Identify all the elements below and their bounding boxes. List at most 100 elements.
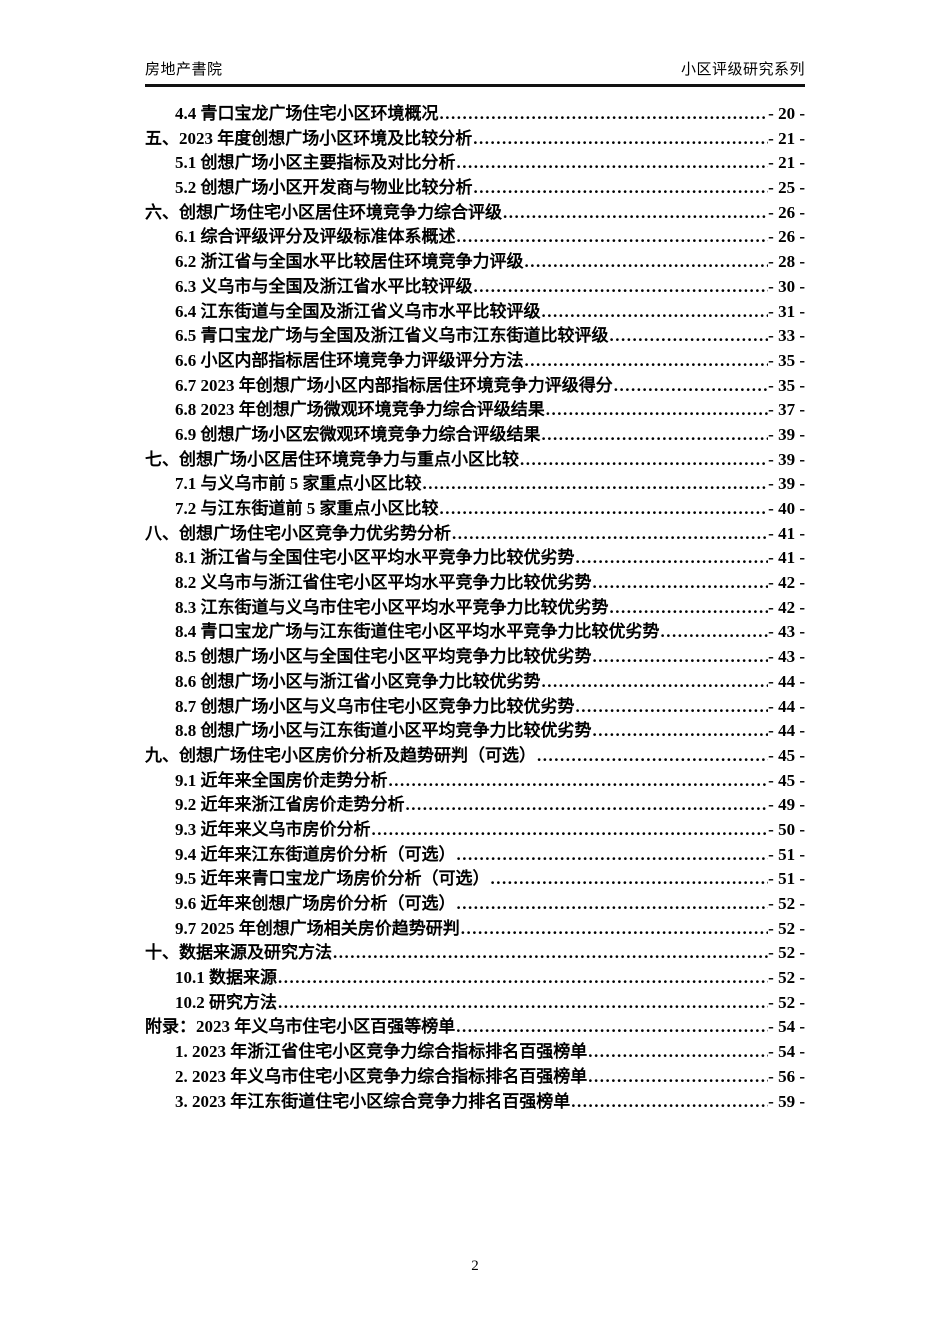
toc-page-number: - 44 - — [768, 696, 805, 716]
toc-page-number: - 52 - — [768, 968, 805, 988]
toc-page-number: - 37 - — [768, 400, 805, 420]
toc-entry-label: 9.3 近年来义乌市房价分析 — [175, 819, 371, 839]
toc-page-number: - 26 - — [768, 202, 805, 222]
toc-entry-label: 8.1 浙江省与全国住宅小区平均水平竞争力比较优劣势 — [175, 548, 575, 568]
toc-entry-label: 5.2 创想广场小区开发商与物业比较分析 — [175, 178, 473, 198]
toc-dot-leader — [406, 793, 769, 818]
toc-dot-leader — [525, 250, 769, 275]
toc-entry[interactable]: 9.6 近年来创想广场房价分析（可选） - 52 - — [145, 892, 805, 917]
toc-dot-leader — [610, 324, 769, 349]
toc-page-number: - 59 - — [768, 1091, 805, 1111]
toc-page-number: - 42 - — [768, 573, 805, 593]
toc-dot-leader — [593, 719, 769, 744]
toc-page-number: - 41 - — [768, 548, 805, 568]
toc-entry[interactable]: 9.1 近年来全国房价走势分析 - 45 - — [145, 769, 805, 794]
toc-entry[interactable]: 4.4 青口宝龙广场住宅小区环境概况 - 20 - — [145, 102, 805, 127]
toc-entry[interactable]: 6.9 创想广场小区宏微观环境竞争力综合评级结果 - 39 - — [145, 423, 805, 448]
toc-entry[interactable]: 8.6 创想广场小区与浙江省小区竞争力比较优劣势 - 44 - — [145, 670, 805, 695]
toc-entry[interactable]: 6.5 青口宝龙广场与全国及浙江省义乌市江东街道比较评级 - 33 - — [145, 324, 805, 349]
toc-entry[interactable]: 6.8 2023 年创想广场微观环境竞争力综合评级结果 - 37 - — [145, 398, 805, 423]
toc-page-number: - 52 - — [768, 894, 805, 913]
toc-dot-leader — [457, 151, 769, 176]
toc-page-number: - 20 - — [768, 104, 805, 123]
toc-entry-label: 6.4 江东街道与全国及浙江省义乌市水平比较评级 — [175, 301, 541, 321]
toc-dot-leader — [473, 127, 768, 152]
toc-entry-label: 9.4 近年来江东街道房价分析（可选） — [175, 844, 456, 864]
toc-entry[interactable]: 10.1 数据来源 - 52 - — [145, 966, 805, 991]
toc-dot-leader — [593, 645, 769, 670]
toc-entry-label: 七、创想广场小区居住环境竞争力与重点小区比较 — [145, 449, 519, 469]
toc-entry[interactable]: 七、创想广场小区居住环境竞争力与重点小区比较 - 39 - — [145, 448, 805, 473]
toc-entry-label: 五、2023 年度创想广场小区环境及比较分析 — [145, 128, 473, 148]
toc-entry[interactable]: 10.2 研究方法 - 52 - — [145, 991, 805, 1016]
toc-page-number: - 33 - — [768, 326, 805, 346]
toc-entry[interactable]: 八、创想广场住宅小区竞争力优劣势分析 - 41 - — [145, 522, 805, 547]
toc-entry-label: 8.6 创想广场小区与浙江省小区竞争力比较优劣势 — [175, 671, 541, 691]
toc-page-number: - 44 - — [768, 671, 805, 691]
toc-entry[interactable]: 8.5 创想广场小区与全国住宅小区平均竞争力比较优劣势 - 43 - — [145, 645, 805, 670]
toc-entry-label: 5.1 创想广场小区主要指标及对比分析 — [175, 153, 456, 173]
toc-page-number: - 35 - — [768, 350, 805, 370]
toc-entry[interactable]: 7.2 与江东街道前 5 家重点小区比较 - 40 - — [145, 497, 805, 522]
toc-entry[interactable]: 6.3 义乌市与全国及浙江省水平比较评级 - 30 - — [145, 275, 805, 300]
toc-page-number: - 21 - — [768, 153, 805, 173]
toc-dot-leader — [593, 571, 769, 596]
toc-entry[interactable]: 8.3 江东街道与义乌市住宅小区平均水平竞争力比较优劣势 - 42 - — [145, 596, 805, 621]
toc-entry[interactable]: 9.5 近年来青口宝龙广场房价分析（可选） - 51 - — [145, 867, 805, 892]
toc-entry-label: 8.3 江东街道与义乌市住宅小区平均水平竞争力比较优劣势 — [175, 597, 609, 617]
toc-entry[interactable]: 8.2 义乌市与浙江省住宅小区平均水平竞争力比较优劣势 - 42 - — [145, 571, 805, 596]
toc-page-number: - 39 - — [768, 449, 805, 469]
toc-dot-leader — [537, 744, 768, 769]
toc-entry[interactable]: 六、创想广场住宅小区居住环境竞争力综合评级 - 26 - — [145, 201, 805, 226]
toc-entry-label: 6.3 义乌市与全国及浙江省水平比较评级 — [175, 276, 473, 296]
toc-page-number: - 50 - — [768, 819, 805, 839]
toc-entry[interactable]: 五、2023 年度创想广场小区环境及比较分析 - 21 - — [145, 127, 805, 152]
toc-page-number: - 25 - — [768, 178, 805, 198]
toc-entry-label: 7.2 与江东街道前 5 家重点小区比较 — [175, 499, 439, 518]
toc-dot-leader — [576, 546, 769, 571]
toc-entry[interactable]: 9.4 近年来江东街道房价分析（可选） - 51 - — [145, 843, 805, 868]
toc-entry[interactable]: 6.1 综合评级评分及评级标准体系概述 - 26 - — [145, 225, 805, 250]
toc-entry-label: 6.8 2023 年创想广场微观环境竞争力综合评级结果 — [175, 400, 545, 420]
toc-entry[interactable]: 6.7 2023 年创想广场小区内部指标居住环境竞争力评级得分 - 35 - — [145, 374, 805, 399]
toc-entry[interactable]: 6.6 小区内部指标居住环境竞争力评级评分方法 - 35 - — [145, 349, 805, 374]
toc-entry[interactable]: 附录：2023 年义乌市住宅小区百强等榜单 - 54 - — [145, 1015, 805, 1040]
toc-dot-leader — [372, 818, 769, 843]
toc-entry[interactable]: 9.3 近年来义乌市房价分析 - 50 - — [145, 818, 805, 843]
toc-entry[interactable]: 6.4 江东街道与全国及浙江省义乌市水平比较评级 - 31 - — [145, 300, 805, 325]
toc-entry-label: 10.2 研究方法 — [175, 992, 277, 1012]
toc-page-number: - 26 - — [768, 227, 805, 247]
toc-page-number: - 52 - — [768, 943, 805, 963]
toc-entry[interactable]: 8.4 青口宝龙广场与江东街道住宅小区平均水平竞争力比较优劣势 - 43 - — [145, 620, 805, 645]
toc-entry[interactable]: 九、创想广场住宅小区房价分析及趋势研判（可选） - 45 - — [145, 744, 805, 769]
toc-entry[interactable]: 2. 2023 年义乌市住宅小区竞争力综合指标排名百强榜单 - 56 - — [145, 1065, 805, 1090]
toc-entry[interactable]: 十、数据来源及研究方法 - 52 - — [145, 941, 805, 966]
toc-entry[interactable]: 8.7 创想广场小区与义乌市住宅小区竞争力比较优劣势 - 44 - — [145, 695, 805, 720]
toc-page-number: - 39 - — [768, 424, 805, 444]
page-number: 2 — [471, 1258, 479, 1274]
toc-entry[interactable]: 5.1 创想广场小区主要指标及对比分析 - 21 - — [145, 151, 805, 176]
toc-entry-label: 8.7 创想广场小区与义乌市住宅小区竞争力比较优劣势 — [175, 696, 575, 716]
toc-page-number: - 44 - — [768, 721, 805, 741]
toc-dot-leader — [278, 991, 768, 1016]
toc-entry[interactable]: 5.2 创想广场小区开发商与物业比较分析 - 25 - — [145, 176, 805, 201]
toc-entry[interactable]: 8.1 浙江省与全国住宅小区平均水平竞争力比较优劣势 - 41 - — [145, 546, 805, 571]
toc-entry[interactable]: 8.8 创想广场小区与江东街道小区平均竞争力比较优劣势 - 44 - — [145, 719, 805, 744]
toc-entry[interactable]: 1. 2023 年浙江省住宅小区竞争力综合指标排名百强榜单 - 54 - — [145, 1040, 805, 1065]
toc-dot-leader — [610, 596, 769, 621]
toc-page-number: - 42 - — [768, 597, 805, 617]
toc-entry-label: 8.2 义乌市与浙江省住宅小区平均水平竞争力比较优劣势 — [175, 573, 592, 593]
toc-dot-leader — [474, 275, 769, 300]
toc-entry[interactable]: 6.2 浙江省与全国水平比较居住环境竞争力评级 - 28 - — [145, 250, 805, 275]
toc-entry[interactable]: 9.7 2025 年创想广场相关房价趋势研判 - 52 - — [145, 917, 805, 942]
page-header: 房地产書院 小区评级研究系列 — [145, 58, 805, 87]
toc-dot-leader — [456, 1015, 768, 1040]
toc-dot-leader — [457, 225, 769, 250]
toc-entry-label: 3. 2023 年江东街道住宅小区综合竞争力排名百强榜单 — [175, 1091, 571, 1111]
toc-entry[interactable]: 3. 2023 年江东街道住宅小区综合竞争力排名百强榜单 - 59 - — [145, 1090, 805, 1115]
toc-dot-leader — [457, 843, 769, 868]
toc-entry[interactable]: 9.2 近年来浙江省房价走势分析 - 49 - — [145, 793, 805, 818]
toc-entry[interactable]: 7.1 与义乌市前 5 家重点小区比较 - 39 - — [145, 472, 805, 497]
toc-entry-label: 十、数据来源及研究方法 — [145, 943, 332, 963]
